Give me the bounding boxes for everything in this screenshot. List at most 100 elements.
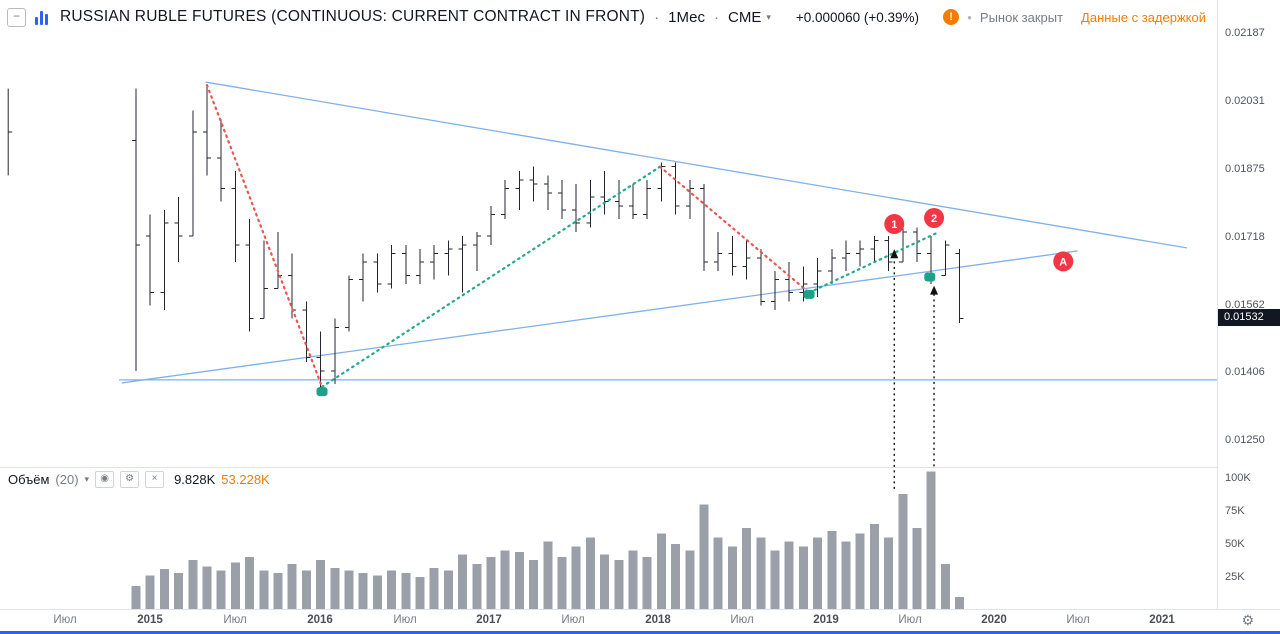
volume-bar xyxy=(671,544,681,610)
pane-divider[interactable] xyxy=(0,467,1280,468)
volume-bar xyxy=(798,546,808,610)
time-axis[interactable]: ⚙ Июл 2015 Июл 2016 Июл 2017 Июл 2018 Июл 2019 Июл… xyxy=(0,609,1280,631)
circle-label-marker[interactable] xyxy=(924,207,945,228)
volume-bar xyxy=(387,570,397,610)
settings-gear-icon[interactable]: ⚙ xyxy=(1241,612,1254,628)
time-axis-label: 2021 xyxy=(1149,614,1175,626)
volume-bar xyxy=(245,557,255,610)
volume-bar xyxy=(813,537,823,610)
circle-label-marker[interactable] xyxy=(1053,251,1074,272)
legend-collapse-icon[interactable]: − xyxy=(7,7,26,27)
volume-bar xyxy=(557,557,567,610)
time-axis-label: 2015 xyxy=(137,614,163,626)
symbol-logo-icon[interactable] xyxy=(35,9,51,25)
pivot-dot-marker[interactable] xyxy=(924,272,936,282)
volume-bar xyxy=(955,597,965,610)
title-separator: · xyxy=(654,8,660,26)
volume-bar xyxy=(628,550,638,610)
logo-bar xyxy=(45,14,48,25)
time-axis-label: 2016 xyxy=(307,614,333,626)
price-change: +0.000060 (+0.39%) xyxy=(796,10,919,25)
volume-indicator-name[interactable]: Объём xyxy=(8,472,50,487)
circle-label-text: 2 xyxy=(931,213,937,225)
chevron-down-icon[interactable]: ▾ xyxy=(766,11,771,22)
remove-indicator-icon[interactable]: × xyxy=(145,471,165,488)
visibility-eye-icon[interactable]: ◉ xyxy=(95,471,115,488)
advance-2-swing-line[interactable] xyxy=(807,232,937,294)
volume-bar xyxy=(784,541,794,610)
volume-bar xyxy=(529,559,539,610)
volume-bar xyxy=(216,570,226,610)
delayed-data-label[interactable]: Данные с задержкой xyxy=(1081,9,1206,25)
circle-label-text: 1 xyxy=(891,219,897,231)
indicator-settings-icon[interactable]: ⚙ xyxy=(120,471,140,488)
volume-bar xyxy=(273,573,283,610)
pivot-dot-marker[interactable] xyxy=(803,289,815,299)
volume-bar xyxy=(614,559,624,610)
price-change-pct: (+0.39%) xyxy=(863,9,920,25)
advance-1-swing-line[interactable] xyxy=(320,165,662,388)
upper-channel-trendline[interactable] xyxy=(205,81,1187,249)
price-axis[interactable]: 0.01532 0.02187 0.02031 0.01875 0.01718 0.01… xyxy=(1217,0,1280,610)
last-price-tag: 0.01532 xyxy=(1218,308,1280,326)
volume-bar xyxy=(571,546,581,610)
volume-indicator-legend: Объём (20) ▾ ◉ ⚙ × 9.828K 53.228K xyxy=(8,471,270,488)
volume-arrow-head xyxy=(890,249,899,259)
lower-channel-trendline[interactable] xyxy=(121,250,1078,384)
time-axis-label: Июл xyxy=(730,614,754,626)
decline-1-swing-line[interactable] xyxy=(205,84,324,388)
volume-bar xyxy=(174,573,184,610)
volume-bar xyxy=(145,575,155,610)
volume-indicator-param: (20) xyxy=(55,472,79,487)
time-axis-label: Июл xyxy=(1066,614,1090,626)
interval-label[interactable]: 1Мес xyxy=(668,8,706,26)
volume-bar xyxy=(543,541,553,610)
symbol-title[interactable]: RUSSIAN RUBLE FUTURES (CONTINUOUS: CURRE… xyxy=(60,8,646,25)
volume-bar xyxy=(429,567,439,610)
circle-label-text: A xyxy=(1059,256,1067,268)
volume-axis-label: 25K xyxy=(1225,571,1245,583)
circle-label-marker[interactable] xyxy=(884,214,905,235)
logo-bar xyxy=(40,11,43,25)
volume-arrow-head xyxy=(930,285,939,295)
volume-bar xyxy=(713,537,723,610)
volume-bar xyxy=(486,557,496,610)
volume-bar xyxy=(827,530,837,610)
volume-bar xyxy=(642,557,652,610)
volume-bar xyxy=(912,528,922,610)
volume-bar xyxy=(259,570,269,610)
title-separator: · xyxy=(714,8,720,26)
volume-bar xyxy=(699,504,709,610)
time-axis-label: Июл xyxy=(898,614,922,626)
chart-canvas[interactable]: 1 2 A xyxy=(0,0,1218,631)
delayed-alert-icon[interactable]: ! xyxy=(943,9,960,25)
time-axis-label: 2019 xyxy=(813,614,839,626)
volume-bar xyxy=(926,471,936,610)
volume-bar xyxy=(159,569,169,610)
volume-axis-label: 50K xyxy=(1225,538,1245,550)
volume-bar xyxy=(898,493,908,610)
volume-bar xyxy=(940,563,950,610)
volume-bar xyxy=(458,554,468,610)
volume-bar xyxy=(756,537,766,610)
volume-bar xyxy=(372,575,382,610)
decline-2-swing-line[interactable] xyxy=(658,165,811,294)
volume-bar xyxy=(472,563,482,610)
volume-bar xyxy=(514,551,524,610)
logo-bar xyxy=(35,17,38,25)
pivot-dot-marker[interactable] xyxy=(316,387,328,397)
volume-bar xyxy=(443,570,453,610)
volume-bar xyxy=(770,550,780,610)
chevron-down-icon[interactable]: ▾ xyxy=(84,474,90,484)
volume-axis-label: 75K xyxy=(1225,505,1245,517)
time-axis-label: Июл xyxy=(393,614,417,626)
exchange-label[interactable]: CME xyxy=(728,8,762,26)
time-axis-label: 2018 xyxy=(645,614,671,626)
volume-bar xyxy=(344,570,354,610)
price-change-abs: +0.000060 xyxy=(795,9,861,25)
volume-bar xyxy=(585,537,595,610)
time-axis-label: 2017 xyxy=(476,614,502,626)
volume-bar xyxy=(656,533,666,610)
volume-bar xyxy=(841,541,851,610)
